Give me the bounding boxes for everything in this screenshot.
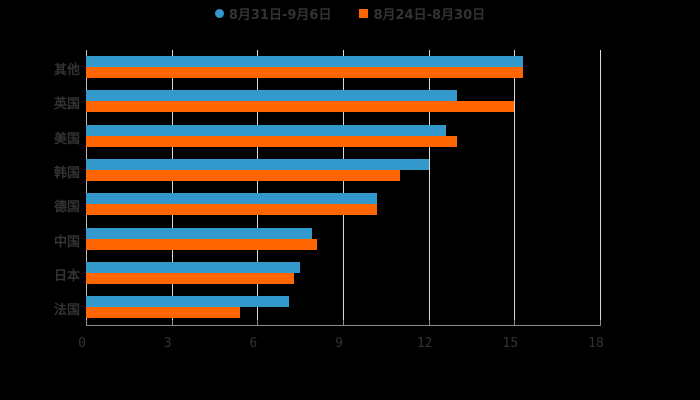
bar-series2[interactable]	[86, 135, 458, 147]
bar-series2[interactable]	[86, 238, 318, 250]
x-tick-label: 9	[335, 336, 343, 351]
bar-series2[interactable]	[86, 101, 515, 113]
x-tick	[171, 320, 173, 326]
plot-area	[86, 50, 601, 325]
gridline	[343, 50, 344, 325]
x-tick-label: 0	[78, 336, 86, 351]
gridline	[428, 50, 430, 325]
bar-series1[interactable]	[86, 193, 378, 205]
bar-series1[interactable]	[86, 227, 312, 239]
bar-series1[interactable]	[86, 90, 458, 102]
gridline	[257, 50, 259, 325]
x-tick	[86, 320, 87, 326]
x-tick	[514, 320, 516, 326]
bar-series2[interactable]	[86, 272, 295, 284]
category-label: 其他	[53, 63, 80, 78]
legend-item-series2[interactable]: 8月24日-8月30日	[359, 4, 485, 23]
bar-series2[interactable]	[86, 67, 523, 78]
bar-series1[interactable]	[86, 124, 446, 136]
bar-series1[interactable]	[86, 296, 289, 308]
y-axis-line	[86, 50, 87, 325]
chart-legend: 8月31日-9月6日 8月24日-8月30日	[0, 3, 700, 23]
category-label: 中国	[53, 234, 80, 250]
x-tick-label: 3	[163, 336, 172, 351]
legend-label-series1: 8月31日-9月6日	[228, 7, 332, 23]
x-tick-label: 18	[588, 336, 604, 351]
bar-series1[interactable]	[86, 158, 429, 170]
bar-series1[interactable]	[86, 261, 301, 273]
category-label: 韩国	[53, 165, 80, 181]
square-marker-icon	[359, 8, 369, 18]
x-tick	[600, 320, 601, 326]
x-tick-label: 6	[249, 336, 258, 351]
bar-series2[interactable]	[86, 307, 241, 319]
category-label: 法国	[53, 303, 80, 319]
bar-series2[interactable]	[86, 204, 378, 216]
circle-marker-icon	[214, 8, 224, 18]
legend-item-series1[interactable]: 8月31日-9月6日	[214, 4, 332, 23]
gridline	[171, 50, 173, 325]
legend-label-series2: 8月24日-8月30日	[373, 7, 486, 23]
x-tick-label: 12	[416, 336, 433, 351]
x-tick	[343, 320, 344, 326]
x-tick	[257, 320, 259, 326]
bar-series1[interactable]	[86, 56, 523, 67]
category-label: 美国	[53, 131, 80, 147]
x-tick	[428, 320, 430, 326]
bar-series2[interactable]	[86, 169, 401, 181]
category-label: 德国	[53, 200, 80, 216]
category-label: 日本	[53, 268, 80, 284]
gridline	[514, 50, 516, 325]
category-label: 英国	[53, 97, 80, 113]
x-tick-label: 15	[502, 336, 519, 351]
gridline	[600, 50, 601, 325]
